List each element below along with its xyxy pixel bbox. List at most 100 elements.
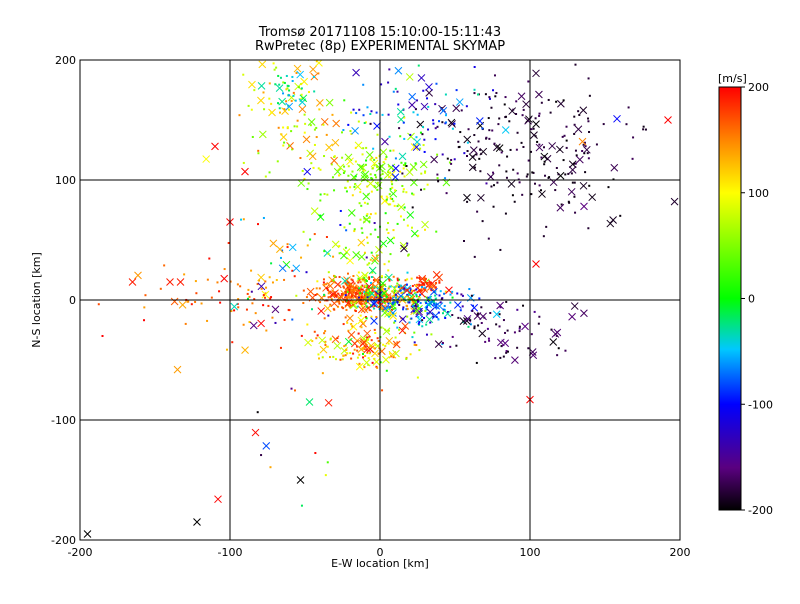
data-point-dot [416,283,419,286]
data-point-dot [288,89,291,92]
y-tick-label: 0 [69,294,76,307]
data-point-dot [426,97,429,100]
data-point-dot [288,94,291,97]
data-point-dot [269,466,272,469]
data-point-dot [388,193,391,196]
data-point-dot [326,287,329,290]
data-point-cross [328,276,336,284]
data-point-dot [385,295,388,298]
data-point-dot [386,300,389,303]
data-point-dot [373,222,376,225]
data-point-dot [402,299,405,302]
data-point-dot [449,345,452,348]
data-point-dot [478,297,481,300]
data-point-dot [556,354,559,357]
data-point-dot [461,305,464,308]
data-point-dot [398,287,401,290]
data-point-dot [397,103,400,106]
data-point-cross [351,126,359,135]
data-point-dot [348,295,351,298]
data-point-dot [373,297,376,300]
data-point-dot [425,323,428,326]
data-point-dot [444,93,447,96]
data-point-dot [435,281,438,284]
data-point-cross [336,163,345,172]
data-point-dot [358,279,361,282]
data-point-dot [346,297,349,300]
data-point-dot [408,321,411,324]
data-point-dot [422,125,425,128]
data-point-dot [302,289,305,292]
data-point-dot [573,123,576,126]
colorbar-tick-label: -100 [748,398,773,411]
data-point-dot [418,349,421,352]
data-point-cross [343,276,351,284]
data-point-dot [301,169,304,172]
data-point-dot [439,290,442,293]
data-point-dot [358,202,361,205]
data-point-cross [413,138,422,146]
data-point-dot [270,296,273,299]
data-point-dot [190,303,193,306]
data-point-dot [392,200,395,203]
data-point-cross [352,68,360,77]
data-point-dot [253,89,256,92]
data-point-dot [502,319,505,322]
data-point-dot [352,286,355,289]
colorbar [718,86,742,511]
y-tick-label: 200 [55,54,76,67]
data-point-dot [412,111,415,114]
data-point-dot [531,171,534,174]
data-point-dot [532,171,535,174]
data-point-dot [262,91,265,94]
data-point-dot [385,198,388,201]
data-point-dot [413,343,416,346]
data-point-cross [357,238,366,247]
data-point-cross [303,167,312,176]
data-point-dot [368,309,371,312]
data-point-dot [327,296,330,299]
data-point-dot [385,369,388,372]
data-point-dot [443,304,446,307]
data-point-dot [485,136,488,139]
data-point-dot [237,306,240,309]
data-point-dot [407,298,410,301]
data-point-dot [561,135,564,138]
data-point-cross [170,297,179,306]
data-point-dot [587,157,590,160]
data-point-cross [347,330,356,339]
data-point-cross [306,287,315,296]
data-point-dot [393,204,396,207]
data-point-dot [294,99,297,102]
data-point-dot [521,193,524,196]
data-point-dot [527,159,530,162]
data-point-dot [339,209,342,212]
data-point-cross [211,142,219,151]
data-point-dot [343,226,346,229]
data-point-dot [279,76,282,79]
data-point-dot [557,173,560,176]
data-point-cross [380,197,389,205]
data-point-dot [445,192,448,195]
data-point-dot [184,322,187,325]
data-point-dot [376,188,379,191]
data-point-cross [532,260,540,268]
data-point-dot [321,372,324,375]
data-point-dot [387,113,390,116]
data-point-dot [473,92,476,95]
data-point-dot [404,162,407,165]
data-point-dot [300,256,303,259]
data-point-dot [365,280,368,283]
data-point-dot [319,301,322,304]
data-point-dot [511,194,514,197]
data-point-dot [297,86,300,89]
data-point-dot [486,327,489,330]
data-point-dot [422,89,425,92]
x-tick-label: -100 [218,546,243,559]
data-point-cross [330,156,338,165]
data-point-dot [332,274,335,277]
data-point-dot [257,149,260,152]
data-point-cross [375,245,383,254]
data-point-dot [394,189,397,192]
data-point-dot [370,276,373,279]
